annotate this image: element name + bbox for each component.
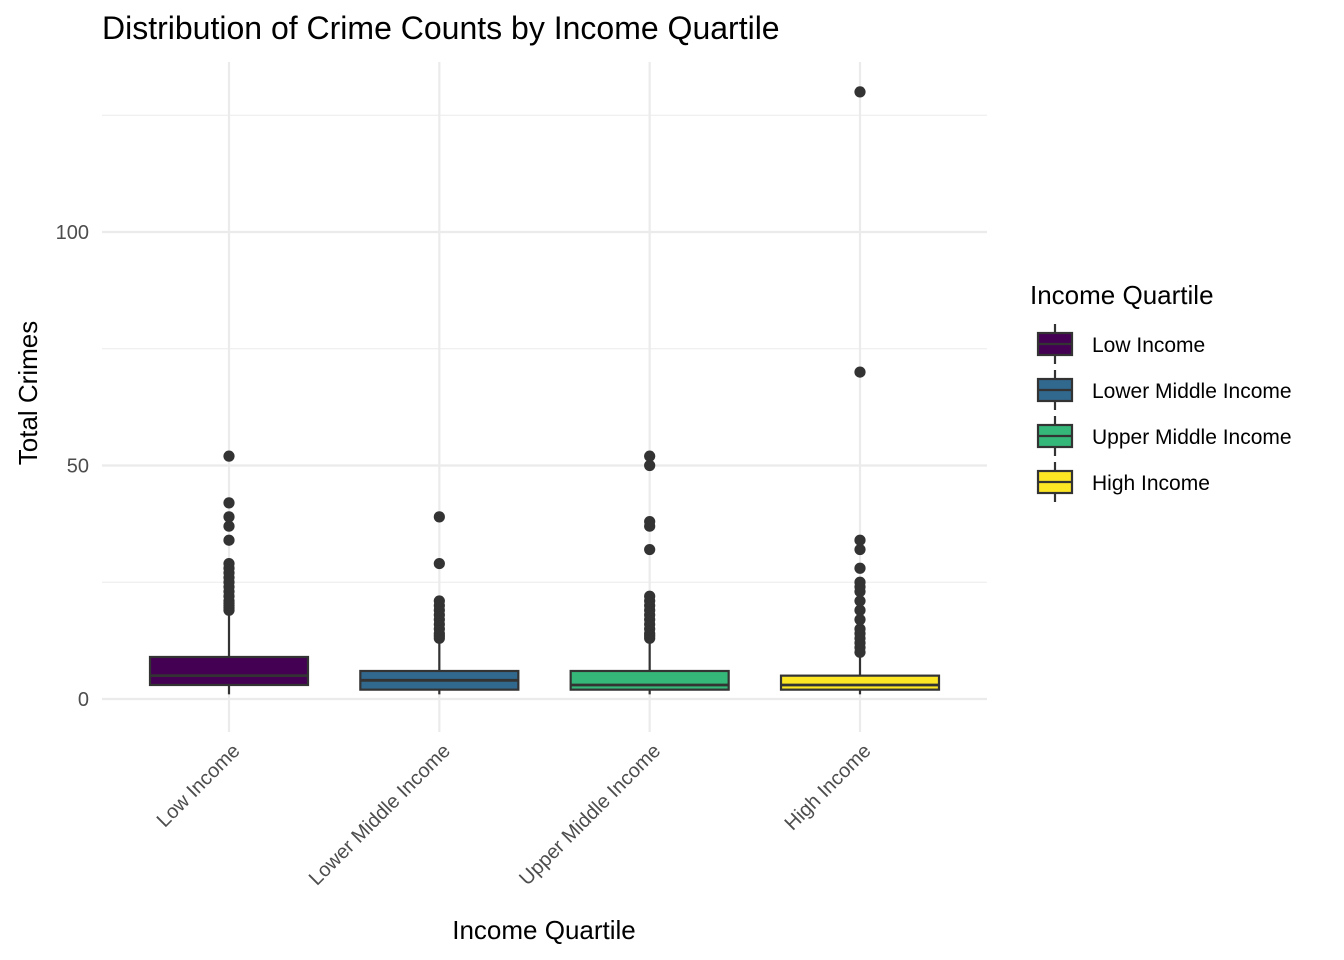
legend-item: Upper Middle Income [1036, 416, 1292, 456]
outlier-point [223, 450, 235, 462]
box-group [779, 86, 941, 695]
y-axis-title: Total Crimes [13, 321, 43, 465]
boxes [148, 86, 941, 695]
box-iqr [148, 655, 310, 687]
outlier-point [433, 511, 445, 523]
x-tick-label: Lower Middle Income [305, 740, 455, 890]
legend-label: Lower Middle Income [1092, 380, 1292, 403]
x-axis-title: Income Quartile [452, 915, 636, 945]
outlier-point [223, 497, 235, 509]
outlier-point [433, 557, 445, 570]
outlier-point [223, 511, 235, 523]
legend-item: High Income [1036, 462, 1210, 502]
outlier-point [223, 557, 235, 570]
outlier-point [854, 366, 866, 378]
box-iqr [779, 674, 941, 691]
box-iqr [569, 669, 730, 691]
y-tick-label: 0 [78, 689, 89, 711]
outlier-point [854, 595, 866, 607]
box-group [148, 450, 310, 695]
legend-label: High Income [1092, 472, 1210, 495]
legend-title: Income Quartile [1030, 280, 1214, 310]
x-axis-ticks: Low Income Lower Middle Income Upper Middl… [153, 740, 876, 890]
outlier-point [854, 86, 866, 98]
legend-label: Upper Middle Income [1092, 426, 1292, 449]
outlier-point [644, 590, 656, 602]
outlier-point [644, 450, 656, 462]
outlier-point [223, 520, 235, 532]
outlier-point [433, 595, 445, 607]
legend: Income Quartile Low Income Lower Middle I… [1030, 280, 1292, 502]
outlier-point [854, 623, 866, 635]
x-tick-label: Upper Middle Income [515, 740, 665, 890]
outlier-point [854, 562, 866, 574]
legend-item: Low Income [1036, 324, 1205, 364]
y-tick-label: 50 [67, 456, 89, 478]
legend-item: Lower Middle Income [1036, 370, 1292, 410]
box-group [569, 450, 730, 695]
outlier-point [854, 576, 866, 588]
outlier-point [644, 459, 656, 472]
x-tick-label: High Income [781, 740, 876, 835]
outlier-point [223, 534, 235, 546]
outlier-point [854, 534, 866, 546]
outlier-point [644, 515, 656, 528]
box-group [359, 511, 520, 695]
y-axis-ticks: 0 50 100 [56, 222, 89, 711]
chart-title: Distribution of Crime Counts by Income Q… [102, 10, 780, 46]
y-tick-label: 100 [56, 222, 89, 244]
x-tick-label: Low Income [153, 740, 245, 832]
outlier-point [854, 543, 866, 556]
legend-label: Low Income [1092, 334, 1205, 357]
outlier-point [644, 543, 656, 556]
outlier-point [854, 614, 866, 626]
outlier-point [854, 604, 866, 616]
grid [102, 62, 987, 732]
